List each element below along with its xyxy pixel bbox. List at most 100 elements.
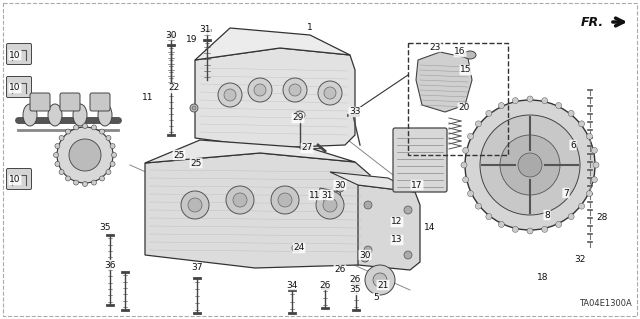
Text: 11: 11 (142, 93, 154, 102)
Circle shape (289, 84, 301, 96)
Circle shape (192, 159, 200, 167)
Text: 18: 18 (537, 273, 548, 283)
Text: 35: 35 (99, 224, 111, 233)
Circle shape (364, 201, 372, 209)
Ellipse shape (464, 51, 476, 59)
Circle shape (92, 125, 97, 130)
Text: 31: 31 (199, 26, 211, 34)
Circle shape (465, 100, 595, 230)
Circle shape (579, 203, 584, 209)
Circle shape (591, 177, 597, 183)
FancyBboxPatch shape (393, 128, 447, 192)
Circle shape (338, 186, 342, 190)
Circle shape (463, 147, 468, 153)
Circle shape (190, 104, 198, 112)
Circle shape (361, 254, 369, 262)
Text: 26: 26 (334, 265, 346, 275)
Circle shape (568, 214, 574, 219)
Circle shape (325, 196, 329, 200)
Circle shape (55, 144, 60, 149)
FancyBboxPatch shape (6, 43, 31, 64)
Circle shape (323, 194, 331, 202)
Circle shape (363, 256, 367, 260)
Circle shape (224, 89, 236, 101)
Text: 28: 28 (596, 213, 608, 222)
Circle shape (486, 214, 492, 219)
Circle shape (188, 198, 202, 212)
Circle shape (541, 98, 548, 104)
Circle shape (65, 129, 70, 134)
Circle shape (313, 193, 317, 197)
Circle shape (233, 193, 247, 207)
Circle shape (181, 191, 209, 219)
Text: 15: 15 (460, 65, 472, 75)
Polygon shape (358, 185, 420, 270)
FancyBboxPatch shape (30, 93, 50, 111)
Circle shape (65, 176, 70, 181)
Text: 8: 8 (544, 211, 550, 219)
Circle shape (364, 246, 372, 254)
Text: 13: 13 (391, 235, 403, 244)
Circle shape (57, 127, 113, 183)
Text: 23: 23 (429, 42, 441, 51)
Circle shape (83, 182, 88, 187)
Circle shape (579, 121, 584, 127)
Circle shape (74, 125, 79, 130)
Circle shape (527, 96, 533, 102)
Text: 7: 7 (563, 189, 569, 197)
Polygon shape (145, 140, 355, 163)
Text: 26: 26 (349, 276, 361, 285)
Circle shape (404, 206, 412, 214)
Polygon shape (330, 172, 415, 192)
Ellipse shape (295, 111, 305, 119)
Circle shape (541, 226, 548, 232)
Text: TA04E1300A: TA04E1300A (579, 299, 632, 308)
Circle shape (499, 102, 504, 108)
Circle shape (500, 135, 560, 195)
Circle shape (83, 123, 88, 129)
Circle shape (177, 153, 181, 157)
Circle shape (316, 191, 344, 219)
Circle shape (586, 133, 593, 139)
Circle shape (556, 221, 562, 227)
Text: 21: 21 (378, 280, 388, 290)
FancyBboxPatch shape (6, 168, 31, 189)
Circle shape (111, 152, 116, 158)
Circle shape (294, 246, 298, 250)
Circle shape (461, 162, 467, 168)
Circle shape (593, 162, 599, 168)
Circle shape (499, 221, 504, 227)
Circle shape (74, 180, 79, 185)
Text: 17: 17 (412, 181, 423, 189)
Circle shape (292, 244, 300, 252)
Text: 24: 24 (293, 243, 305, 253)
Circle shape (586, 191, 593, 197)
Text: 16: 16 (454, 48, 466, 56)
Circle shape (568, 110, 574, 116)
Circle shape (323, 198, 337, 212)
Circle shape (476, 121, 481, 127)
Circle shape (336, 184, 344, 192)
Ellipse shape (23, 104, 37, 126)
Text: 14: 14 (424, 224, 436, 233)
Circle shape (518, 153, 542, 177)
Text: 22: 22 (168, 84, 180, 93)
Text: 36: 36 (104, 261, 116, 270)
Polygon shape (195, 28, 350, 60)
Text: 26: 26 (319, 280, 331, 290)
Circle shape (69, 139, 101, 171)
Text: 33: 33 (349, 108, 361, 116)
Circle shape (110, 161, 115, 167)
Text: 30: 30 (334, 181, 346, 189)
Circle shape (106, 136, 111, 140)
Polygon shape (416, 52, 472, 112)
Text: 10: 10 (9, 175, 20, 184)
Text: 30: 30 (165, 31, 177, 40)
Bar (408, 43, 508, 155)
Circle shape (194, 161, 198, 165)
Circle shape (527, 228, 533, 234)
Ellipse shape (48, 104, 62, 126)
Circle shape (192, 106, 196, 110)
Polygon shape (195, 48, 355, 148)
Circle shape (100, 129, 104, 134)
